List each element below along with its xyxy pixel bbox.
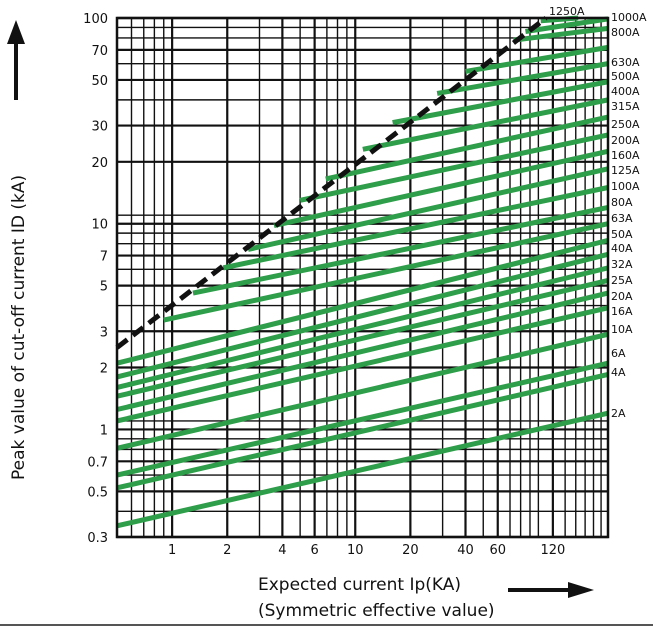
- y-tick-label: 0.7: [87, 455, 108, 470]
- series-label-315A: 315A: [611, 100, 640, 113]
- series-label-32A: 32A: [611, 258, 633, 271]
- series-line-125A: [247, 166, 609, 252]
- series-line-50A: [116, 237, 609, 366]
- series-label-125A: 125A: [611, 164, 640, 177]
- y-tick-label: 0.5: [87, 485, 108, 500]
- series-label-400A: 400A: [611, 85, 640, 98]
- x-axis-subtitle: (Symmetric effective value): [258, 601, 495, 621]
- series-line-2A: [116, 410, 609, 529]
- y-tick-label: 7: [100, 250, 108, 265]
- series-line-200A: [299, 132, 609, 203]
- series-line-160A: [273, 148, 609, 228]
- x-tick-label: 20: [402, 543, 419, 558]
- series-label-1000A: 1000A: [611, 11, 647, 24]
- series-line-800A: [513, 25, 609, 43]
- series-label-80A: 80A: [611, 196, 633, 209]
- y-tick-label: 5: [100, 280, 108, 295]
- y-tick-label: 2: [100, 362, 108, 377]
- bottom-divider: [0, 624, 653, 626]
- plot-frame: [115, 16, 610, 539]
- series-line-20A: [116, 290, 609, 412]
- series-label-250A: 250A: [611, 118, 640, 131]
- series-line-6A: [116, 360, 609, 478]
- series-label-40A: 40A: [611, 242, 633, 255]
- series-label-10A: 10A: [611, 323, 633, 336]
- series-label-160A: 160A: [611, 149, 640, 162]
- series-line-100A: [222, 185, 609, 271]
- limit-line: [115, 16, 548, 350]
- x-tick-label: 10: [347, 543, 364, 558]
- x-tick-label: 60: [489, 543, 506, 558]
- plot-border: [115, 16, 610, 539]
- series-lines: [116, 15, 609, 529]
- series-line-315A: [362, 97, 609, 152]
- x-tick-label: 120: [540, 543, 565, 558]
- x-tick-label: 1: [168, 543, 176, 558]
- series-line-10A: [116, 331, 609, 451]
- series-line-630A: [465, 44, 609, 74]
- y-tick-label: 50: [91, 74, 108, 89]
- series-label-25A: 25A: [611, 274, 633, 287]
- series-line-16A: [116, 305, 609, 424]
- x-axis-title: Expected current Ip(KA): [258, 575, 461, 595]
- y-axis-arrow: [7, 20, 25, 100]
- series-label-6A: 6A: [611, 347, 626, 360]
- series-label-500A: 500A: [611, 70, 640, 83]
- x-tick-label: 6: [310, 543, 318, 558]
- series-label-100A: 100A: [611, 180, 640, 193]
- limit-dashed-line: [115, 16, 548, 350]
- x-tick-label: 40: [457, 543, 474, 558]
- series-label-16A: 16A: [611, 305, 633, 318]
- y-axis-title: Peak value of cut-off current ID (kA): [9, 175, 29, 480]
- series-line-500A: [436, 61, 609, 96]
- x-axis-arrow: [508, 582, 594, 598]
- x-tick-label: 2: [223, 543, 231, 558]
- series-label-4A: 4A: [611, 366, 626, 379]
- y-tick-labels: 0.3 0.5 0.7 1 2 3 5 7 10 20 30 50 70 100: [83, 12, 108, 546]
- series-line-25A: [116, 278, 609, 399]
- series-label-50A: 50A: [611, 228, 633, 241]
- y-tick-label: 10: [91, 218, 108, 233]
- series-label-630A: 630A: [611, 56, 640, 69]
- series-label-2A: 2A: [611, 407, 626, 420]
- y-tick-label: 0.3: [87, 531, 108, 546]
- x-tick-labels: 1 2 4 6 10 20 40 60 120: [168, 543, 565, 558]
- y-tick-label: 30: [91, 120, 108, 135]
- series-line-63A: [163, 221, 609, 323]
- x-tick-label: 4: [278, 543, 286, 558]
- y-tick-label: 70: [91, 44, 108, 59]
- series-label-20A: 20A: [611, 290, 633, 303]
- y-tick-label: 20: [91, 156, 108, 171]
- series-label-800A: 800A: [611, 26, 640, 39]
- y-tick-label: 1: [100, 423, 108, 438]
- series-line-250A: [325, 114, 609, 182]
- y-tick-label: 100: [83, 12, 108, 27]
- series-label-63A: 63A: [611, 212, 633, 225]
- series-line-40A: [116, 251, 609, 380]
- series-line-80A: [192, 204, 609, 296]
- series-line-32A: [116, 265, 609, 390]
- series-line-400A: [392, 79, 609, 126]
- series-label-200A: 200A: [611, 134, 640, 147]
- y-tick-label: 3: [100, 325, 108, 340]
- series-line-4A: [116, 372, 609, 491]
- series-label-1250A: 1250A: [549, 5, 585, 18]
- series-line-1000A: [525, 16, 609, 34]
